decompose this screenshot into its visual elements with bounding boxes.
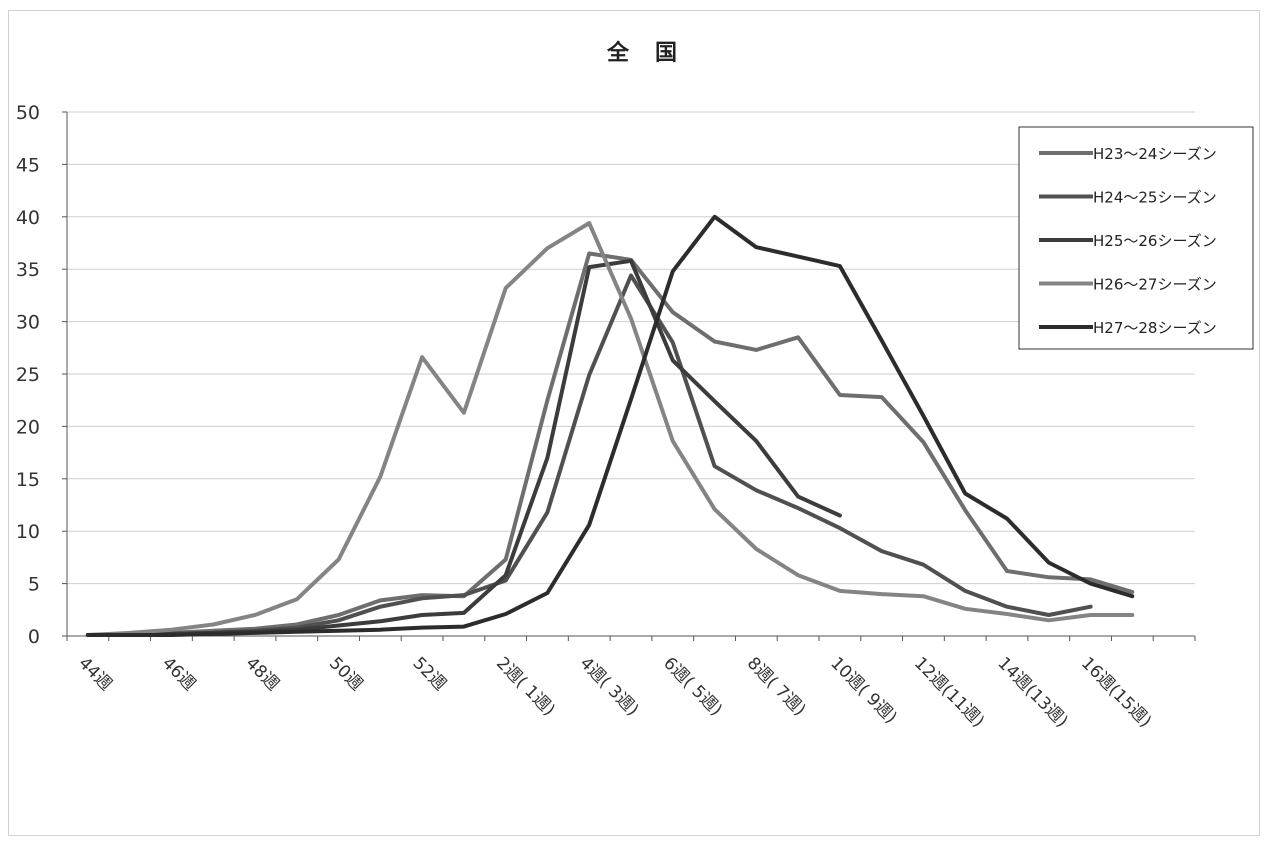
x-tick-label: 10週( 9週) xyxy=(826,653,900,727)
x-tick-label: 16週(15週) xyxy=(1077,653,1155,731)
chart-title: 全 国 xyxy=(606,40,679,66)
y-tick-label: 40 xyxy=(16,207,40,229)
x-tick-label: 6週( 5週) xyxy=(659,653,726,720)
y-tick-label: 30 xyxy=(16,312,40,334)
legend: H23～24シーズン H24～25シーズン H25～26シーズン H26～27シーズン… xyxy=(1018,126,1254,350)
y-tick-label: 10 xyxy=(16,521,40,543)
y-tick-label: 0 xyxy=(28,626,40,648)
x-tick-label: 50週 xyxy=(325,653,366,694)
legend-label: H27～28シーズン xyxy=(1093,319,1217,337)
x-tick-labels: 44週 46週 48週 50週 52週 2週( 1週) 4週( 3週) 6週( 5週) 8週( … xyxy=(74,653,1155,731)
series-lines xyxy=(85,214,1135,637)
gridlines xyxy=(67,111,1195,585)
axes xyxy=(62,111,1196,641)
chart-frame xyxy=(8,10,1260,836)
y-tick-label: 35 xyxy=(16,259,40,281)
y-tick-label: 20 xyxy=(16,416,40,438)
x-tick-label: 14週(13週) xyxy=(993,653,1071,731)
x-tick-label: 2週( 1週) xyxy=(492,653,559,720)
series-line-4 xyxy=(85,221,1135,637)
x-tick-label: 46週 xyxy=(158,653,199,694)
x-tick-label: 52週 xyxy=(409,653,450,694)
x-tick-label: 48週 xyxy=(241,653,282,694)
legend-label: H26～27シーズン xyxy=(1093,276,1217,294)
series-line-1 xyxy=(85,251,1135,637)
y-tick-label: 15 xyxy=(16,469,40,491)
y-tick-labels: 0 5 10 15 20 25 30 35 40 45 50 xyxy=(16,102,40,648)
x-tick-label: 44週 xyxy=(74,653,115,694)
x-tick-label: 12週(11週) xyxy=(910,653,988,731)
y-tick-label: 50 xyxy=(16,102,40,124)
legend-label: H25～26シーズン xyxy=(1093,232,1217,250)
series-line-2 xyxy=(85,273,1093,637)
series-line-5 xyxy=(85,214,1135,637)
legend-label: H24～25シーズン xyxy=(1093,189,1217,207)
x-tick-label: 8週( 7週) xyxy=(743,653,810,720)
series-line-3 xyxy=(85,258,842,637)
y-tick-label: 5 xyxy=(28,574,40,596)
x-tick-label: 4週( 3週) xyxy=(576,653,643,720)
legend-label: H23～24シーズン xyxy=(1093,145,1217,163)
y-tick-label: 45 xyxy=(16,154,40,176)
y-tick-label: 25 xyxy=(16,364,40,386)
